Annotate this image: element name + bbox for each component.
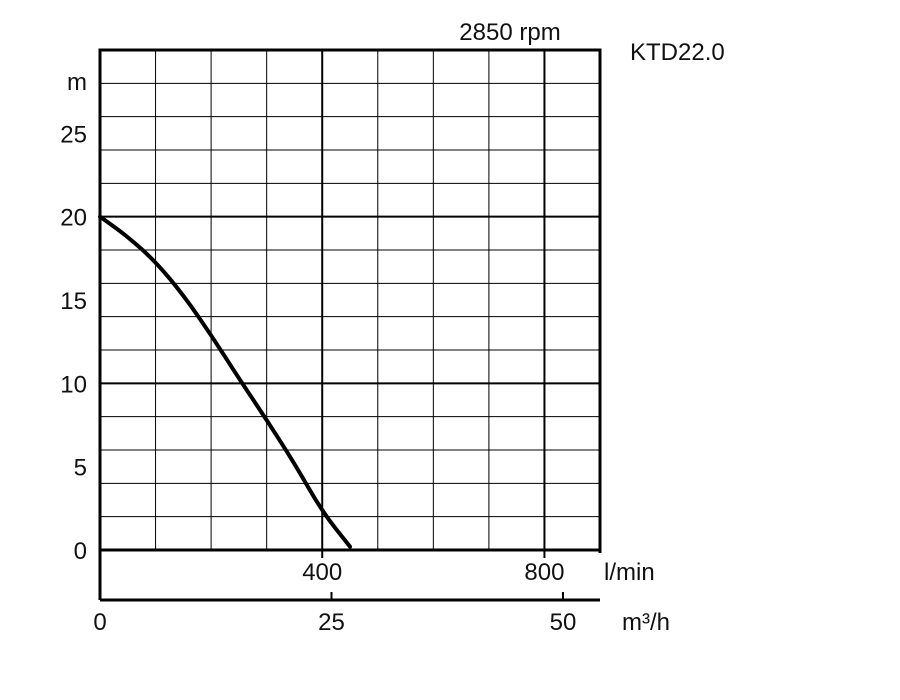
y-tick-label: 0 xyxy=(74,538,87,565)
y-tick-label: 20 xyxy=(60,205,87,232)
grid xyxy=(100,50,600,550)
labels: KTD22.0 2850 rpm m l/min m³/h 400 800 0 25 5… xyxy=(60,19,724,636)
y-tick-label: 5 xyxy=(74,455,87,482)
x-tick-label-lmin: 800 xyxy=(524,559,564,586)
axes xyxy=(98,48,602,602)
y-tick-label: 10 xyxy=(60,371,87,398)
x-tick-label-m3h: 0 xyxy=(93,609,106,636)
x-tick-label-m3h: 25 xyxy=(318,609,345,636)
y-tick-label: 25 xyxy=(60,121,87,148)
y-axis-label: m xyxy=(67,69,87,96)
chart-subtitle: 2850 rpm xyxy=(459,19,560,46)
series xyxy=(98,214,352,549)
x-axis-label-m3h: m³/h xyxy=(622,609,670,636)
x-axis-label-lmin: l/min xyxy=(604,559,655,586)
y-tick-label: 15 xyxy=(60,288,87,315)
x-tick-label-m3h: 50 xyxy=(550,609,577,636)
plot-frame xyxy=(98,48,602,552)
x-tick-label-lmin: 400 xyxy=(302,559,342,586)
chart-title: KTD22.0 xyxy=(630,39,725,66)
pump-curve-line xyxy=(98,214,352,549)
